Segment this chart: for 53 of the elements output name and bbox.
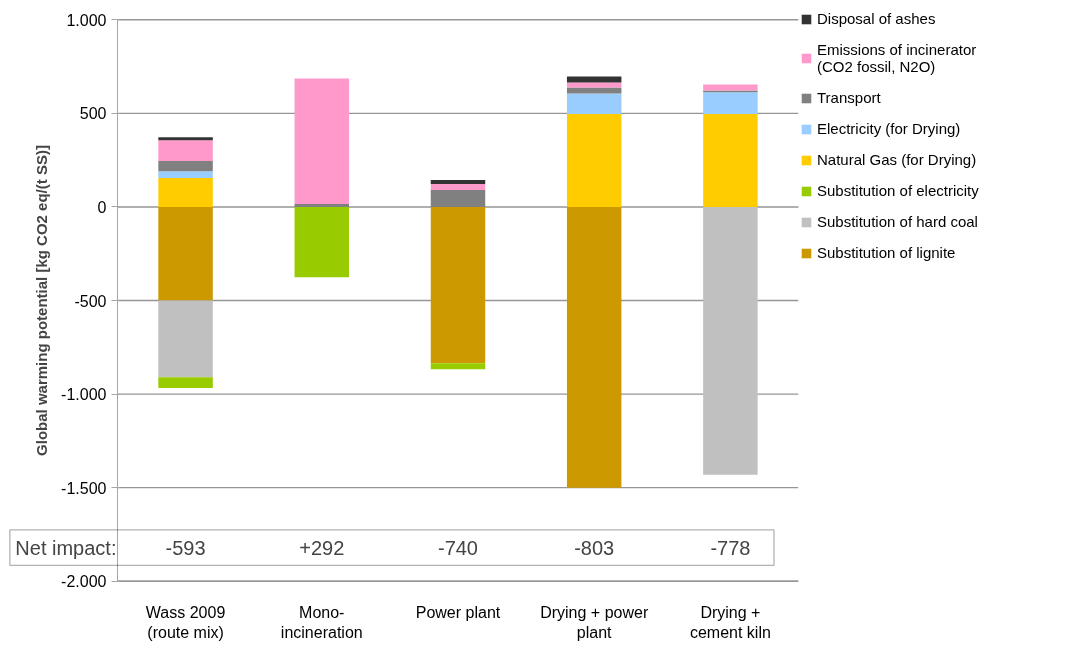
annotation: -740 — [437, 536, 478, 559]
annotation: -803 — [574, 536, 615, 559]
bar — [703, 84, 758, 91]
bar — [158, 377, 213, 389]
bar — [430, 206, 486, 364]
bar — [158, 178, 213, 207]
y-tick-label: -1.000 — [61, 386, 107, 404]
legend-label: Disposal of ashes — [817, 10, 936, 27]
legend-label: Electricity (for Drying) — [817, 120, 961, 137]
y-tick-label: -500 — [74, 292, 107, 310]
bar — [158, 300, 213, 378]
y-tick-label: 500 — [79, 105, 107, 123]
bar — [566, 114, 622, 207]
x-tick-label: Power plant — [415, 603, 501, 621]
legend-label: Substitution of lignite — [817, 244, 956, 261]
bar — [294, 206, 350, 278]
bar — [566, 87, 622, 94]
annotation: +292 — [299, 536, 345, 559]
bar — [430, 179, 486, 185]
bar — [158, 161, 213, 172]
annotation: -593 — [165, 536, 206, 559]
x-tick-label: Mono-incineration — [280, 603, 363, 641]
x-tick-label: Drying + cement kiln — [689, 603, 771, 641]
bar — [158, 137, 213, 141]
annotation: -778 — [710, 536, 751, 559]
legend-label: Emissions of incinerator (CO2 fossil, N2O) — [817, 41, 977, 75]
bar — [703, 206, 758, 475]
bar — [158, 206, 213, 301]
x-tick-label: Drying + power plant — [540, 603, 649, 641]
bar — [703, 114, 758, 207]
bar — [294, 78, 350, 204]
y-tick-label: -2.000 — [61, 573, 107, 591]
y-tick-label: 0 — [97, 198, 107, 216]
y-tick-label: 1.000 — [66, 11, 107, 29]
y-tick-label: -1.500 — [61, 479, 107, 497]
legend-label: Natural Gas (for Drying) — [817, 151, 977, 168]
bar — [566, 93, 622, 115]
bar — [294, 203, 350, 207]
bar — [566, 76, 622, 83]
legend-label: Transport — [817, 89, 881, 106]
bar — [566, 82, 622, 88]
x-tick-label: Wass 2009 (route mix) — [145, 603, 226, 641]
legend-label: Substitution of hard coal — [817, 213, 978, 230]
bar — [430, 190, 486, 207]
bar — [430, 363, 486, 370]
text: Net impact: — [15, 536, 117, 559]
legend-label: Substitution of electricity — [817, 182, 979, 199]
bar — [430, 184, 486, 191]
bar — [158, 171, 213, 179]
bar — [703, 92, 758, 115]
bar — [158, 140, 213, 162]
bar — [566, 206, 622, 488]
y-axis-title: Global warming potential [kg CO2 eq/(t SS)] — [33, 145, 51, 456]
